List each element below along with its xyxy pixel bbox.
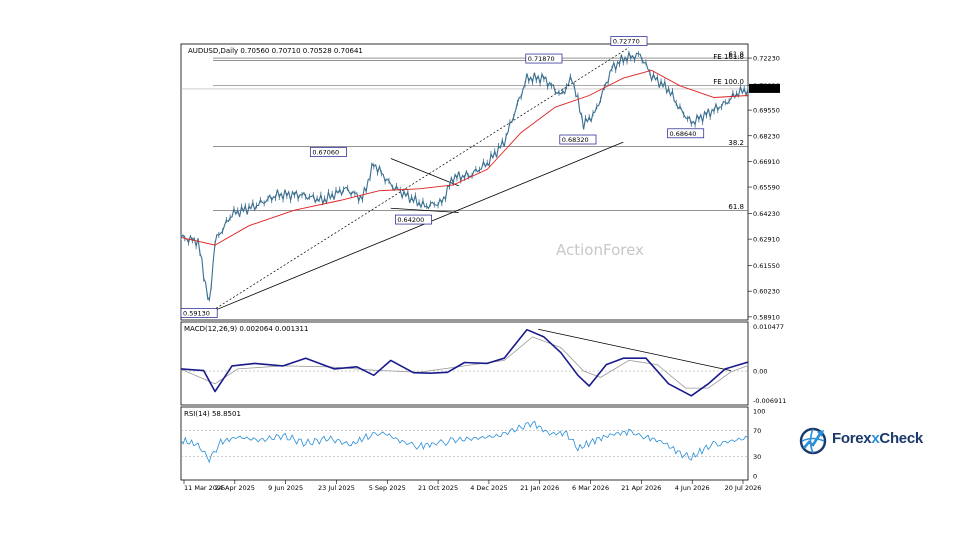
wedge-lower-line	[390, 207, 459, 213]
support-trendline	[209, 141, 624, 313]
forexcheck-logo: ForexxCheck	[798, 424, 928, 458]
swing-point-label: 0.72770	[613, 38, 640, 46]
rsi-ytick-label: 100	[753, 408, 765, 416]
swing-point-box	[309, 147, 347, 157]
price-ytick-label: 0.64230	[753, 210, 780, 218]
price-panel	[180, 43, 749, 321]
price-panel-title: AUDUSD,Daily 0.70560 0.70710 0.70528 0.7…	[188, 47, 363, 55]
price-ytick-label: 0.68230	[753, 132, 780, 140]
swing-point-label: 0.68640	[670, 130, 697, 138]
fib-label: 38.2	[728, 139, 744, 147]
xtick-label: 21 Apr 2026	[621, 484, 661, 492]
swing-point-box	[395, 214, 432, 225]
xtick-label: 6 Mar 2026	[572, 484, 609, 492]
fib-label: FE 161.8	[713, 53, 744, 61]
macd-ytick-label: 0.010477	[753, 323, 784, 331]
macd-ytick-label: 0.00	[753, 368, 767, 376]
xtick-label: 11 Mar 2025	[184, 484, 225, 492]
swing-point-box	[610, 36, 648, 46]
swing-point-label: 0.59130	[183, 310, 210, 318]
fib-label: 61.8	[728, 203, 744, 211]
xtick-label: 4 Dec 2025	[470, 484, 507, 492]
price-ytick-label: 0.60230	[753, 288, 780, 296]
price-ytick-label: 0.72230	[753, 55, 780, 63]
xtick-label: 4 Jun 2026	[675, 484, 710, 492]
swing-point-box	[667, 128, 705, 139]
fib-label: FE 100.0	[713, 78, 744, 86]
macd-divergence-line	[538, 328, 732, 371]
rsi-ytick-label: 0	[753, 473, 757, 481]
macd-main-line	[180, 328, 749, 397]
swing-point-label: 0.64200	[397, 216, 424, 224]
price-ytick-label: 0.61550	[753, 262, 780, 270]
watermark: ActionForex	[556, 241, 644, 259]
xtick-label: 24 Apr 2025	[215, 484, 255, 492]
rsi-ytick-label: 30	[753, 453, 761, 461]
swing-point-label: 0.67060	[312, 148, 339, 156]
price-ytick-label: 0.58910	[753, 313, 780, 321]
current-price-box	[749, 83, 780, 93]
price-ytick-label: 0.62910	[753, 236, 780, 244]
xtick-label: 9 Jun 2025	[268, 484, 303, 492]
xtick-label: 21 Oct 2025	[418, 484, 458, 492]
rsi-line	[180, 420, 749, 464]
rsi-ytick-label: 70	[753, 427, 761, 435]
swing-point-box	[180, 308, 218, 318]
globe-chart-logo-icon	[799, 427, 827, 455]
macd-ytick-label: -0.006911	[753, 397, 786, 405]
fib-label: 61.8	[728, 51, 744, 59]
xtick-label: 5 Sep 2025	[369, 484, 406, 492]
xtick-label: 20 Jul 2026	[725, 484, 762, 492]
price-ytick-label: 0.66910	[753, 158, 780, 166]
macd-panel	[180, 321, 749, 406]
swing-point-label: 0.68320	[562, 136, 589, 144]
rsi-panel	[180, 406, 749, 481]
brand-name: ForexxCheck	[832, 430, 923, 447]
swing-point-box	[559, 134, 597, 145]
swing-point-label: 0.71870	[528, 55, 555, 63]
rsi-panel-title: RSI(14) 58.8501	[184, 410, 241, 418]
macd-panel-title: MACD(12,26,9) 0.002064 0.001311	[184, 325, 308, 333]
current-price-label: 0.70641	[751, 85, 778, 93]
xtick-label: 21 Jan 2026	[520, 484, 559, 492]
price-ytick-label: 0.69550	[753, 107, 780, 115]
wedge-upper-line	[390, 158, 459, 187]
moving-average-line	[180, 69, 749, 246]
swing-point-box	[525, 53, 563, 64]
price-ytick-label: 0.65590	[753, 184, 780, 192]
xtick-label: 23 Jul 2025	[318, 484, 355, 492]
